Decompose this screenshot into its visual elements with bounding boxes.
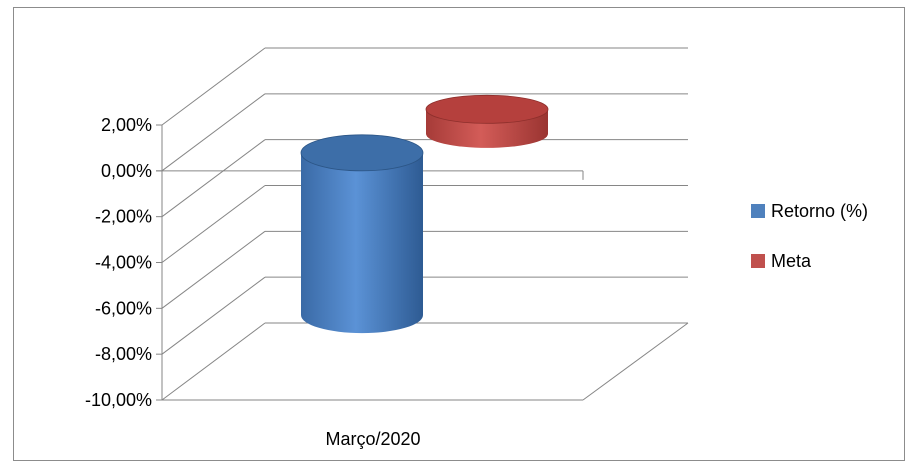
floor-right-edge	[582, 322, 689, 401]
gridline-side	[161, 139, 266, 218]
y-tick-label: -10,00%	[85, 390, 152, 410]
bar-retorno-body	[301, 152, 423, 334]
y-tick-label: -4,00%	[95, 253, 152, 273]
y-tick-label: -2,00%	[95, 207, 152, 227]
labels: 2,00% 0,00% -2,00% -4,00% -6,00% -8,00% -10,00…	[85, 115, 421, 449]
x-category-label: Março/2020	[325, 429, 420, 449]
bar-meta	[425, 94, 549, 148]
y-tick-label: -8,00%	[95, 344, 152, 364]
bar-meta-top	[425, 94, 549, 124]
y-tick-label: -6,00%	[95, 298, 152, 318]
y-tick-label: 0,00%	[101, 161, 152, 181]
bar-retorno	[300, 134, 424, 334]
gridline-side	[161, 322, 266, 401]
gridline-side	[161, 185, 266, 263]
legend: Retorno (%) Meta	[751, 201, 868, 271]
bars	[300, 94, 549, 334]
legend-label-meta: Meta	[771, 251, 812, 271]
bar-retorno-top	[300, 134, 424, 172]
y-tick-label: 2,00%	[101, 115, 152, 135]
legend-swatch-retorno	[751, 204, 765, 218]
gridline-side	[161, 230, 266, 309]
gridline-side	[161, 93, 266, 172]
legend-swatch-meta	[751, 254, 765, 268]
legend-label-retorno: Retorno (%)	[771, 201, 868, 221]
gridlines	[161, 47, 689, 401]
gridline-side	[161, 276, 266, 355]
gridline-side	[161, 47, 266, 126]
